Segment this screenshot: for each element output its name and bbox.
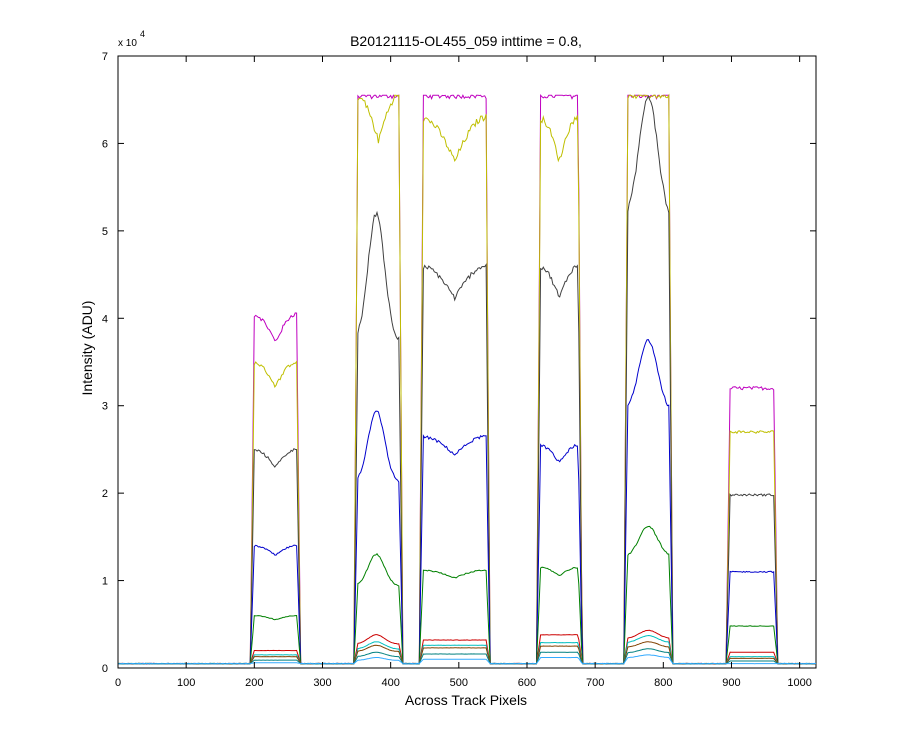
y-tick-label: 0 [102,663,108,675]
x-tick-label: 200 [245,677,263,689]
series-layer [117,93,817,665]
x-tick-label: 500 [450,677,468,689]
x-tick-label: 100 [177,677,195,689]
plot-area [117,55,817,669]
y-tick-label: 2 [102,488,108,500]
y-tick-label: 1 [102,576,108,588]
y-multiplier-label: x 10 [118,38,137,49]
y-tick-label: 5 [102,226,108,238]
x-tick-label: 700 [586,677,604,689]
y-tick-label: 4 [102,313,108,325]
x-axis-label: Across Track Pixels [405,692,527,708]
chart-title: B20121115-OL455_059 inttime = 0.8, [350,33,582,49]
y-axis-label: Intensity (ADU) [79,301,95,396]
y-multiplier-exponent: 4 [140,29,145,39]
y-tick-label: 3 [102,401,108,413]
x-tick-label: 900 [722,677,740,689]
x-tick-label: 800 [654,677,672,689]
x-tick-label: 600 [518,677,536,689]
y-tick-label: 7 [102,51,108,63]
y-tick-label: 6 [102,138,108,150]
x-tick-label: 400 [381,677,399,689]
axes-layer: 0 100 200 300 400 500 600 700 800 900 1000 0 1 2 3 4 5 6 7 [102,51,816,689]
series-line-10 [117,654,817,665]
x-tick-label: 1000 [787,677,811,689]
x-tick-label: 300 [313,677,331,689]
x-tick-label: 0 [115,677,121,689]
